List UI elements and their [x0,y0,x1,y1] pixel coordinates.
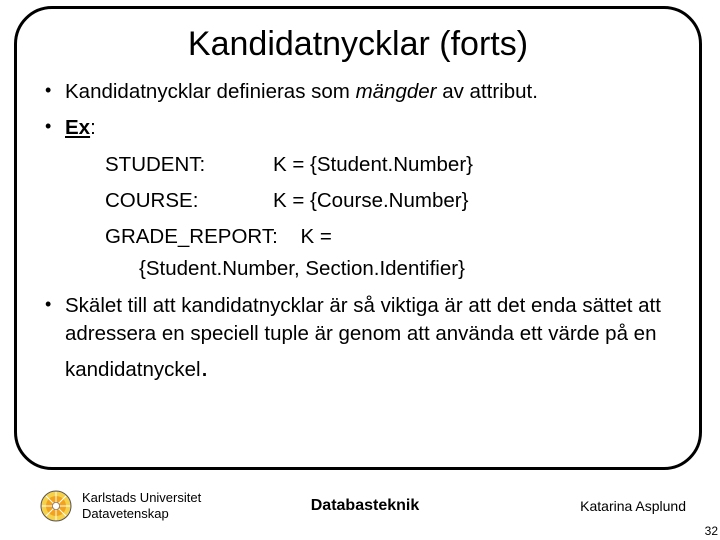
uni-line2: Datavetenskap [82,506,201,522]
course-name: COURSE: [105,185,273,217]
example-student: STUDENT: K = {Student.Number} [105,149,673,181]
def-emph: mängder [356,80,437,103]
uni-line1: Karlstads Universitet [82,490,201,506]
student-key: K = {Student.Number} [273,149,473,181]
course-key: K = {Course.Number} [273,185,468,217]
def-post: av attribut. [437,80,538,103]
examples-block: STUDENT: K = {Student.Number} COURSE: K … [105,149,673,284]
grade-line1: GRADE_REPORT: K = [105,221,673,253]
course-name: Databasteknik [311,497,420,515]
example-course: COURSE: K = {Course.Number} [105,185,673,217]
def-pre: Kandidatnycklar definieras som [65,80,356,103]
bullet-reason: Skälet till att kandidatnycklar är så vi… [43,292,673,385]
lecturer-name: Katarina Asplund [580,498,686,514]
page-number: 32 [705,524,718,538]
university-logo-icon [40,490,72,522]
ex-colon: : [90,116,96,139]
slide-frame: Kandidatnycklar (forts) Kandidatnycklar … [14,6,702,470]
bullet-example-header: Ex: [43,114,673,142]
ex-label: Ex [65,116,90,139]
student-name: STUDENT: [105,149,273,181]
grade-line2: {Student.Number, Section.Identifier} [139,253,673,285]
example-grade: GRADE_REPORT: K = {Student.Number, Secti… [105,221,673,285]
reason-period: . [201,351,209,382]
slide-footer: Karlstads Universitet Datavetenskap Data… [14,484,716,528]
reason-text: Skälet till att kandidatnycklar är så vi… [65,294,661,380]
slide-title: Kandidatnycklar (forts) [43,25,673,64]
university-text: Karlstads Universitet Datavetenskap [82,490,201,521]
bullet-definition: Kandidatnycklar definieras som mängder a… [43,78,673,106]
